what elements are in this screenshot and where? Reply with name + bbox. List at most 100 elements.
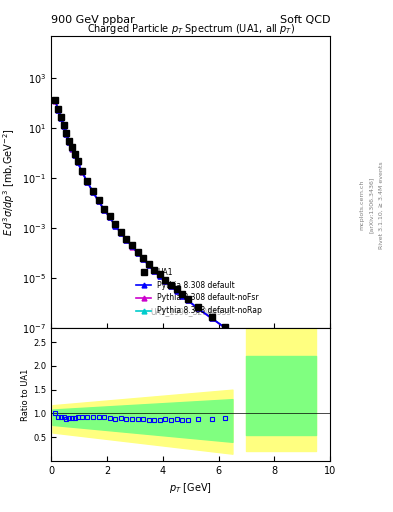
- Pythia 8.308 default: [53, 97, 58, 103]
- UA1: [141, 254, 145, 261]
- UA1: [96, 197, 101, 203]
- Pythia 8.308 default: [169, 283, 173, 289]
- Pythia 8.308 default-noFsr: [130, 243, 134, 249]
- Pythia 8.308 default: [141, 256, 145, 262]
- Line: Pythia 8.308 default-noRap: Pythia 8.308 default-noRap: [53, 98, 305, 377]
- Pythia 8.308 default-noFsr: [223, 325, 228, 331]
- Pythia 8.308 default-noRap: [300, 371, 305, 377]
- Text: [arXiv:1306.3436]: [arXiv:1306.3436]: [369, 177, 374, 233]
- Pythia 8.308 default-noRap: [72, 153, 77, 159]
- Pythia 8.308 default-noFsr: [119, 230, 123, 236]
- Pythia 8.308 default: [79, 168, 84, 175]
- Pythia 8.308 default-noRap: [180, 292, 185, 298]
- UA1: [75, 158, 80, 164]
- Pythia 8.308 default-noFsr: [124, 237, 129, 243]
- Title: Charged Particle $p_T$ Spectrum (UA1, all $p_T$): Charged Particle $p_T$ Spectrum (UA1, al…: [86, 22, 295, 36]
- UA1: [124, 236, 129, 242]
- Pythia 8.308 default: [146, 262, 151, 268]
- Pythia 8.308 default: [300, 371, 305, 377]
- Pythia 8.308 default-noFsr: [244, 337, 249, 344]
- Line: UA1: UA1: [53, 98, 305, 376]
- Pythia 8.308 default: [113, 223, 118, 229]
- Pythia 8.308 default: [209, 315, 214, 321]
- Pythia 8.308 default: [223, 325, 228, 331]
- Pythia 8.308 default: [135, 250, 140, 256]
- Pythia 8.308 default-noFsr: [272, 355, 277, 361]
- Pythia 8.308 default-noRap: [135, 250, 140, 256]
- UA1: [185, 295, 190, 302]
- UA1: [272, 354, 277, 360]
- UA1: [119, 228, 123, 234]
- Pythia 8.308 default-noRap: [85, 179, 90, 185]
- Pythia 8.308 default-noRap: [91, 189, 95, 195]
- Pythia 8.308 default-noRap: [163, 278, 168, 284]
- UA1: [209, 314, 214, 320]
- Pythia 8.308 default-noRap: [59, 115, 63, 121]
- X-axis label: $p_T$ [GeV]: $p_T$ [GeV]: [169, 481, 212, 495]
- UA1: [64, 130, 69, 136]
- Pythia 8.308 default-noRap: [119, 230, 123, 236]
- Text: Soft QCD: Soft QCD: [280, 15, 330, 25]
- UA1: [180, 291, 185, 297]
- Pythia 8.308 default: [102, 206, 107, 212]
- UA1: [223, 324, 228, 330]
- UA1: [113, 221, 118, 227]
- Pythia 8.308 default-noRap: [61, 123, 66, 130]
- UA1: [56, 105, 61, 112]
- Pythia 8.308 default: [72, 152, 77, 158]
- UA1: [169, 282, 173, 288]
- UA1: [102, 206, 107, 212]
- Pythia 8.308 default: [56, 106, 61, 113]
- UA1: [130, 242, 134, 248]
- Pythia 8.308 default-noRap: [64, 131, 69, 137]
- Pythia 8.308 default-noFsr: [209, 315, 214, 322]
- Text: 900 GeV ppbar: 900 GeV ppbar: [51, 15, 135, 25]
- Pythia 8.308 default: [163, 278, 168, 284]
- Pythia 8.308 default: [152, 268, 157, 274]
- Pythia 8.308 default-noRap: [67, 139, 72, 145]
- Pythia 8.308 default-noRap: [244, 337, 249, 344]
- Pythia 8.308 default-noFsr: [70, 145, 74, 152]
- Pythia 8.308 default-noRap: [79, 168, 84, 175]
- Pythia 8.308 default-noRap: [107, 214, 112, 220]
- UA1: [67, 138, 72, 144]
- Pythia 8.308 default: [195, 305, 200, 311]
- Pythia 8.308 default-noRap: [70, 145, 74, 152]
- Pythia 8.308 default: [107, 214, 112, 220]
- Pythia 8.308 default-noRap: [124, 237, 129, 243]
- UA1: [61, 122, 66, 129]
- UA1: [70, 144, 74, 151]
- UA1: [158, 271, 162, 278]
- Pythia 8.308 default-noFsr: [91, 189, 95, 195]
- Pythia 8.308 default: [174, 288, 179, 294]
- Y-axis label: Ratio to UA1: Ratio to UA1: [21, 368, 30, 420]
- Pythia 8.308 default-noRap: [174, 288, 179, 294]
- Pythia 8.308 default: [67, 139, 72, 145]
- Pythia 8.308 default-noRap: [56, 107, 61, 113]
- Pythia 8.308 default-noFsr: [185, 297, 190, 304]
- Pythia 8.308 default-noFsr: [300, 372, 305, 378]
- UA1: [244, 336, 249, 343]
- Pythia 8.308 default-noFsr: [107, 215, 112, 221]
- Pythia 8.308 default-noRap: [146, 262, 151, 268]
- UA1: [195, 304, 200, 310]
- Pythia 8.308 default-noFsr: [113, 223, 118, 229]
- Pythia 8.308 default-noRap: [195, 305, 200, 311]
- Pythia 8.308 default-noFsr: [174, 288, 179, 294]
- Pythia 8.308 default: [124, 237, 129, 243]
- Pythia 8.308 default-noFsr: [152, 268, 157, 274]
- Pythia 8.308 default-noFsr: [96, 198, 101, 204]
- Pythia 8.308 default: [61, 123, 66, 130]
- UA1: [79, 167, 84, 174]
- Pythia 8.308 default: [96, 198, 101, 204]
- Pythia 8.308 default-noRap: [75, 159, 80, 165]
- Pythia 8.308 default-noFsr: [72, 153, 77, 159]
- Text: UA1_1990_S2044935: UA1_1990_S2044935: [150, 307, 231, 316]
- Pythia 8.308 default-noFsr: [163, 278, 168, 284]
- Pythia 8.308 default-noRap: [185, 297, 190, 303]
- UA1: [163, 277, 168, 283]
- Pythia 8.308 default: [185, 297, 190, 303]
- Pythia 8.308 default: [85, 179, 90, 185]
- Pythia 8.308 default-noRap: [102, 206, 107, 212]
- Pythia 8.308 default-noRap: [158, 273, 162, 279]
